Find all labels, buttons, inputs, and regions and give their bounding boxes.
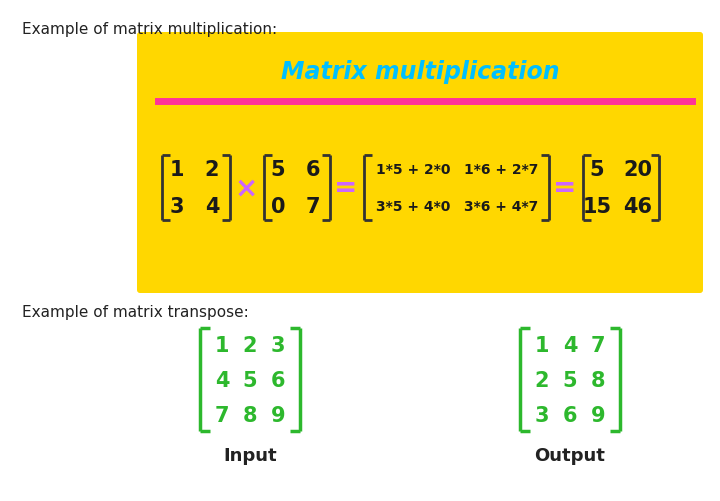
Text: 5: 5 — [243, 371, 257, 391]
Text: 9: 9 — [271, 406, 285, 426]
Text: 1*5 + 2*0: 1*5 + 2*0 — [376, 163, 451, 177]
Text: 7: 7 — [215, 406, 229, 426]
Text: 3: 3 — [271, 336, 285, 356]
Text: 1: 1 — [215, 336, 229, 356]
Text: Matrix multiplication: Matrix multiplication — [281, 60, 559, 84]
Text: 1: 1 — [535, 336, 549, 356]
Text: 2: 2 — [204, 160, 220, 180]
Text: 6: 6 — [271, 371, 285, 391]
Text: 20: 20 — [624, 160, 652, 180]
Text: 4: 4 — [563, 336, 577, 356]
Text: 6: 6 — [563, 406, 577, 426]
Text: =: = — [553, 174, 577, 202]
Text: 3: 3 — [170, 197, 184, 217]
Text: 5: 5 — [563, 371, 577, 391]
Text: 1*6 + 2*7: 1*6 + 2*7 — [464, 163, 539, 177]
Text: 8: 8 — [243, 406, 257, 426]
Text: 7: 7 — [306, 197, 320, 217]
Text: ×: × — [235, 174, 258, 202]
Text: 4: 4 — [215, 371, 229, 391]
Text: 7: 7 — [590, 336, 606, 356]
FancyBboxPatch shape — [137, 32, 703, 293]
Text: 2: 2 — [535, 371, 549, 391]
Text: Example of matrix transpose:: Example of matrix transpose: — [22, 305, 248, 320]
Text: 0: 0 — [271, 197, 285, 217]
Text: 5: 5 — [590, 160, 604, 180]
Text: 5: 5 — [271, 160, 285, 180]
Text: 6: 6 — [306, 160, 320, 180]
Text: 1: 1 — [170, 160, 184, 180]
Text: =: = — [334, 174, 358, 202]
Text: 4: 4 — [204, 197, 220, 217]
Text: 9: 9 — [590, 406, 606, 426]
Text: 8: 8 — [590, 371, 606, 391]
Text: Output: Output — [534, 447, 606, 465]
Text: 3*5 + 4*0: 3*5 + 4*0 — [376, 200, 451, 214]
Text: 2: 2 — [243, 336, 257, 356]
Text: 3*6 + 4*7: 3*6 + 4*7 — [464, 200, 539, 214]
Text: 46: 46 — [624, 197, 652, 217]
Text: 3: 3 — [535, 406, 549, 426]
Text: Input: Input — [223, 447, 276, 465]
Text: 15: 15 — [582, 197, 611, 217]
Text: Example of matrix multiplication:: Example of matrix multiplication: — [22, 22, 277, 37]
